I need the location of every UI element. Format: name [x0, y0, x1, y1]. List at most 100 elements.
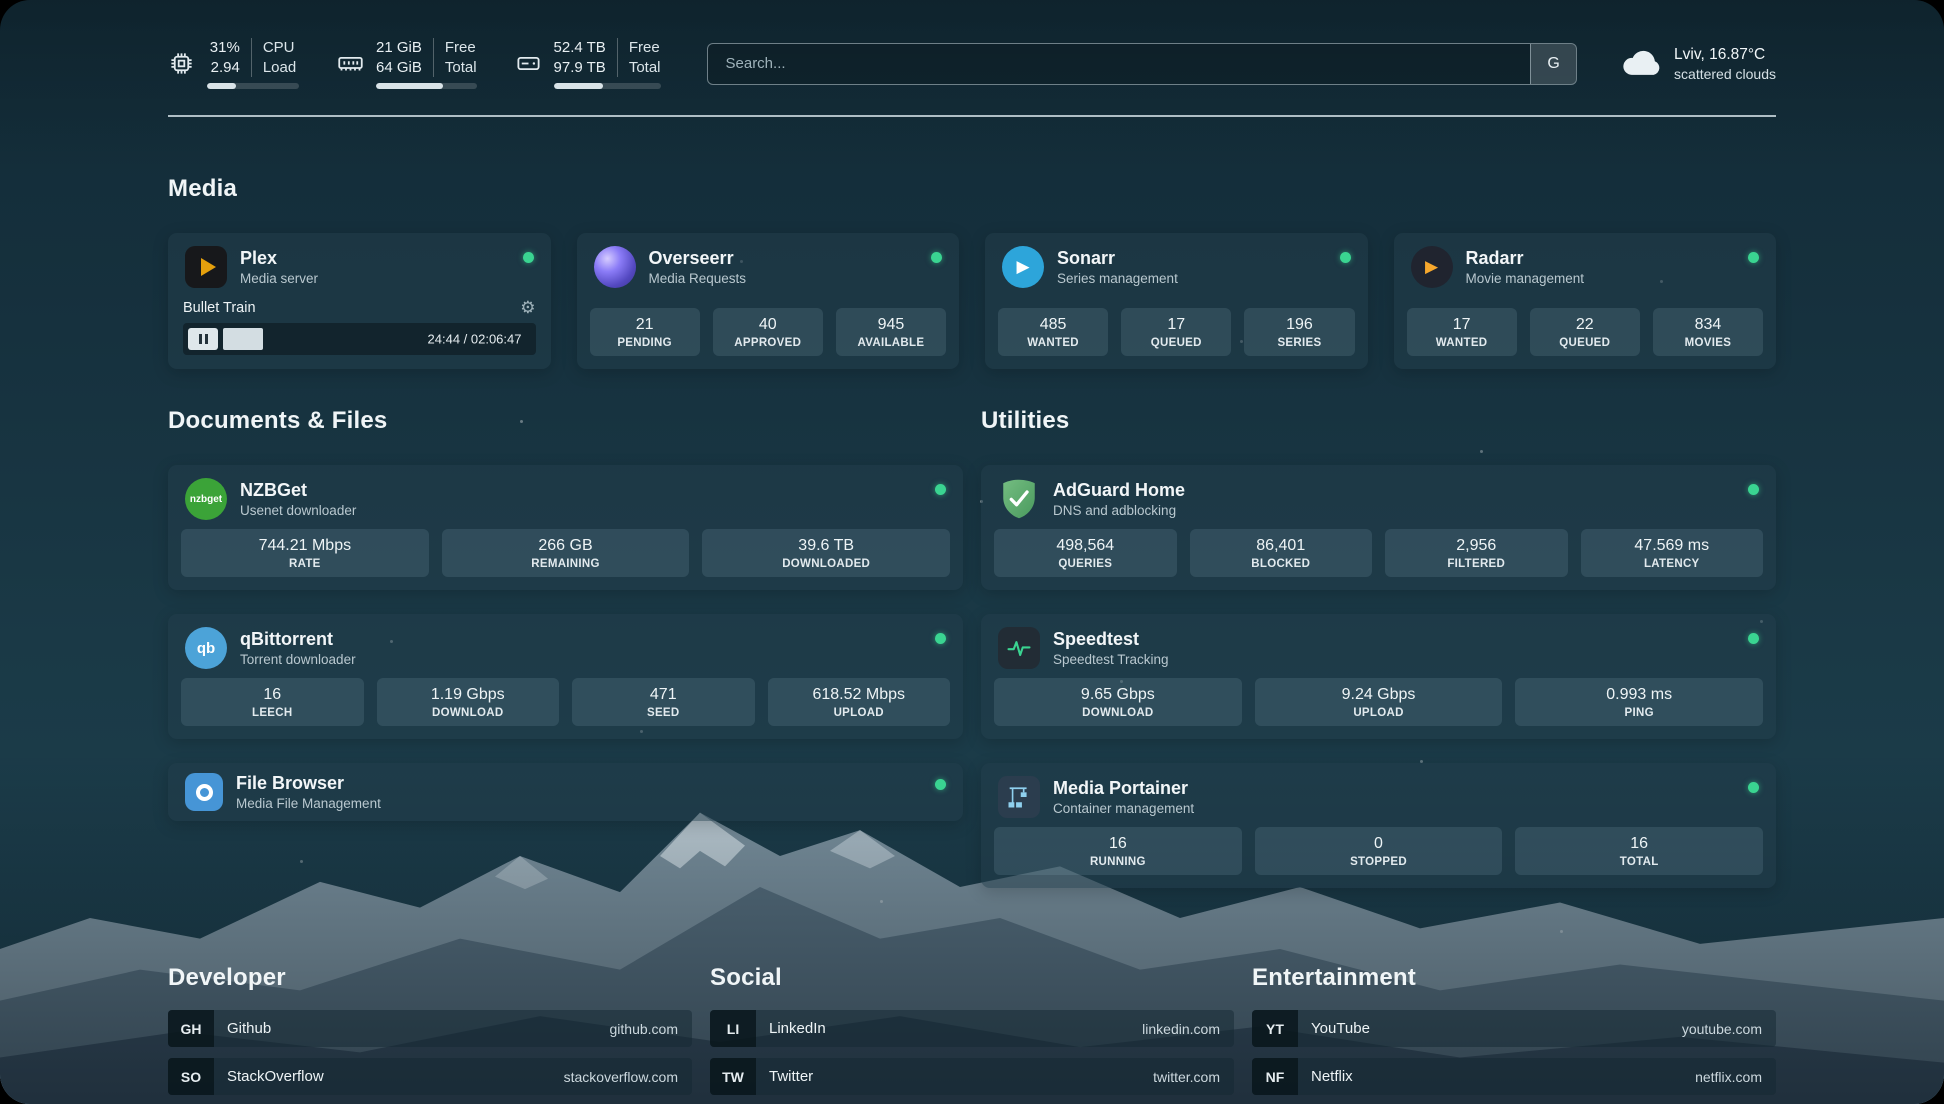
- stat-movies: 834 MOVIES: [1652, 308, 1764, 356]
- app-subtitle: DNS and adblocking: [1053, 503, 1177, 518]
- playback-progress-bar[interactable]: 24:44 / 02:06:47: [223, 328, 531, 350]
- bookmark-linkedin[interactable]: LI LinkedIn linkedin.com: [710, 1010, 1234, 1047]
- app-name: AdGuard Home: [1053, 480, 1186, 500]
- status-dot: [522, 252, 534, 263]
- bookmark-group-developer: Developer GH Github github.com SO StackO…: [168, 964, 692, 1104]
- bookmark-github[interactable]: GH Github github.com: [168, 1010, 692, 1047]
- app-card-sonarr[interactable]: ▶ Sonarr Series management 485 WANTED 17…: [985, 233, 1368, 369]
- stat-download: 9.65 Gbps DOWNLOAD: [994, 678, 1242, 726]
- bookmark-url: linkedin.com: [1142, 1020, 1220, 1037]
- bookmark-url: twitter.com: [1153, 1068, 1220, 1085]
- snow-specks: [0, 0, 3, 3]
- disk-progress-bar: [553, 83, 661, 89]
- app-card-plex[interactable]: Plex Media server Bullet Train ⚙ 24:: [168, 233, 551, 369]
- app-card-radarr[interactable]: ▶ Radarr Movie management 17 WANTED 22 Q…: [1393, 233, 1776, 369]
- bookmark-badge: NF: [1252, 1058, 1298, 1095]
- bookmark-netflix[interactable]: NF Netflix netflix.com: [1252, 1058, 1776, 1095]
- ram-total-value: 64 GiB: [376, 58, 422, 76]
- cpu-progress-bar: [207, 83, 299, 89]
- cpu-widget: 31% CPU 2.94 Load: [168, 38, 299, 89]
- app-subtitle: Media server: [240, 271, 319, 286]
- cpu-usage-value: 31%: [209, 39, 240, 56]
- search-bar: G: [706, 42, 1578, 85]
- plex-now-playing: Bullet Train ⚙ 24:44 / 02:06:47: [183, 299, 536, 355]
- cpu-icon: [168, 50, 195, 77]
- section-title-entertainment: Entertainment: [1252, 964, 1416, 991]
- disk-icon: [515, 50, 542, 77]
- disk-widget: 52.4 TB Free 97.9 TB Total: [515, 38, 661, 89]
- app-card-filebrowser[interactable]: File Browser Media File Management: [168, 763, 963, 821]
- section-title-media: Media: [168, 175, 238, 202]
- ram-total-label: Total: [432, 57, 477, 77]
- app-card-qbittorrent[interactable]: qb qBittorrent Torrent downloader 16 LEE…: [168, 614, 963, 739]
- stat-blocked: 86,401 BLOCKED: [1189, 529, 1372, 577]
- stat-queued: 22 QUEUED: [1529, 308, 1640, 356]
- search-engine-button[interactable]: G: [1530, 43, 1577, 84]
- status-dot: [935, 633, 946, 644]
- app-card-overseerr[interactable]: Overseerr Media Requests 21 PENDING 40 A…: [576, 233, 959, 369]
- app-subtitle: Series management: [1057, 271, 1178, 286]
- app-name: Media Portainer: [1053, 778, 1189, 798]
- ram-progress-bar: [376, 83, 477, 89]
- gear-icon[interactable]: ⚙: [520, 298, 536, 317]
- bookmark-badge: TW: [710, 1058, 756, 1095]
- stat-queued: 17 QUEUED: [1121, 308, 1232, 356]
- stat-total: 16 TOTAL: [1515, 827, 1764, 875]
- topbar-divider: [168, 115, 1776, 117]
- section-title-utilities: Utilities: [981, 407, 1070, 434]
- bookmark-url: github.com: [609, 1020, 678, 1037]
- status-dot: [1748, 633, 1759, 644]
- status-dot: [1748, 782, 1759, 793]
- app-name: Sonarr: [1057, 248, 1116, 268]
- ram-widget: 21 GiB Free 64 GiB Total: [337, 38, 477, 89]
- stat-stopped: 0 STOPPED: [1254, 827, 1503, 875]
- stat-upload: 9.24 Gbps UPLOAD: [1254, 678, 1503, 726]
- stat-ping: 0.993 ms PING: [1515, 678, 1764, 726]
- utilities-column: Utilities: [981, 407, 1776, 888]
- bookmark-name: StackOverflow: [227, 1068, 324, 1085]
- ram-icon: [337, 50, 364, 77]
- disk-free-label: Free: [616, 38, 661, 58]
- app-card-speedtest[interactable]: Speedtest Speedtest Tracking 9.65 Gbps D…: [981, 614, 1776, 739]
- weather-location-temp: Lviv, 16.87°C: [1674, 45, 1766, 63]
- plex-icon: [185, 246, 227, 288]
- app-subtitle: Media Requests: [648, 271, 747, 286]
- bookmark-name: Twitter: [769, 1068, 814, 1085]
- app-card-nzbget[interactable]: nzbget NZBGet Usenet downloader 744.21 M…: [168, 465, 963, 590]
- section-title-social: Social: [710, 964, 782, 991]
- app-name: NZBGet: [240, 480, 307, 500]
- now-playing-title: Bullet Train: [183, 299, 256, 316]
- pause-button[interactable]: [188, 328, 218, 350]
- search-input[interactable]: [707, 43, 1531, 84]
- app-subtitle: Movie management: [1465, 271, 1585, 286]
- status-dot: [935, 484, 946, 495]
- app-subtitle: Container management: [1053, 801, 1195, 816]
- disk-total-label: Total: [616, 57, 661, 77]
- nzbget-icon: nzbget: [185, 478, 227, 520]
- cpu-load-value: 2.94: [210, 58, 240, 76]
- app-card-adguard[interactable]: AdGuard Home DNS and adblocking 498,564 …: [981, 465, 1776, 590]
- stat-rate: 744.21 Mbps RATE: [181, 529, 429, 577]
- playback-strip: 24:44 / 02:06:47: [183, 323, 536, 355]
- bookmark-badge: GH: [168, 1010, 214, 1047]
- bookmark-stackoverflow[interactable]: SO StackOverflow stackoverflow.com: [168, 1058, 692, 1095]
- status-dot: [1748, 252, 1759, 263]
- app-name: Speedtest: [1053, 629, 1140, 649]
- section-title-documents: Documents & Files: [168, 407, 388, 434]
- stat-wanted: 17 WANTED: [1406, 308, 1517, 356]
- qbittorrent-icon: qb: [185, 627, 227, 669]
- stat-wanted: 485 WANTED: [998, 308, 1109, 356]
- stat-seed: 471 SEED: [572, 678, 755, 726]
- bookmark-youtube[interactable]: YT YouTube youtube.com: [1252, 1010, 1776, 1047]
- app-card-portainer[interactable]: Media Portainer Container management 16 …: [981, 763, 1776, 888]
- documents-column: Documents & Files nzbget NZBGet Usenet d…: [168, 407, 963, 888]
- cpu-usage-label: CPU: [250, 38, 299, 58]
- bookmark-url: youtube.com: [1681, 1020, 1762, 1037]
- app-subtitle: Media File Management: [236, 796, 381, 811]
- bookmark-name: Netflix: [1311, 1068, 1353, 1085]
- adguard-icon: [998, 478, 1040, 520]
- bookmark-twitter[interactable]: TW Twitter twitter.com: [710, 1058, 1234, 1095]
- status-dot: [1748, 484, 1759, 495]
- stat-approved: 40 APPROVED: [712, 308, 823, 356]
- bookmark-badge: LI: [710, 1010, 756, 1047]
